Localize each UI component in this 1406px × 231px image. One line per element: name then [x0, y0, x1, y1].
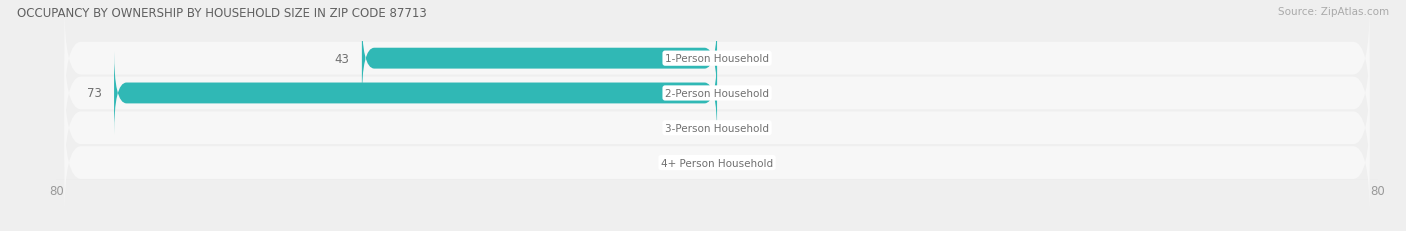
- FancyBboxPatch shape: [65, 110, 1369, 216]
- FancyBboxPatch shape: [65, 6, 1369, 112]
- Text: 3-Person Household: 3-Person Household: [665, 123, 769, 133]
- Text: 1-Person Household: 1-Person Household: [665, 54, 769, 64]
- Text: Source: ZipAtlas.com: Source: ZipAtlas.com: [1278, 7, 1389, 17]
- Text: 0: 0: [697, 156, 704, 169]
- Text: 4+ Person Household: 4+ Person Household: [661, 158, 773, 168]
- FancyBboxPatch shape: [65, 75, 1369, 181]
- Text: 0: 0: [730, 87, 737, 100]
- Text: 0: 0: [730, 122, 737, 135]
- Text: OCCUPANCY BY OWNERSHIP BY HOUSEHOLD SIZE IN ZIP CODE 87713: OCCUPANCY BY OWNERSHIP BY HOUSEHOLD SIZE…: [17, 7, 426, 20]
- Text: 43: 43: [335, 52, 350, 65]
- Text: 73: 73: [87, 87, 101, 100]
- Text: 0: 0: [730, 156, 737, 169]
- FancyBboxPatch shape: [361, 17, 717, 100]
- FancyBboxPatch shape: [114, 52, 717, 135]
- Text: 0: 0: [697, 122, 704, 135]
- FancyBboxPatch shape: [65, 41, 1369, 147]
- Text: 2-Person Household: 2-Person Household: [665, 88, 769, 99]
- Text: 0: 0: [730, 52, 737, 65]
